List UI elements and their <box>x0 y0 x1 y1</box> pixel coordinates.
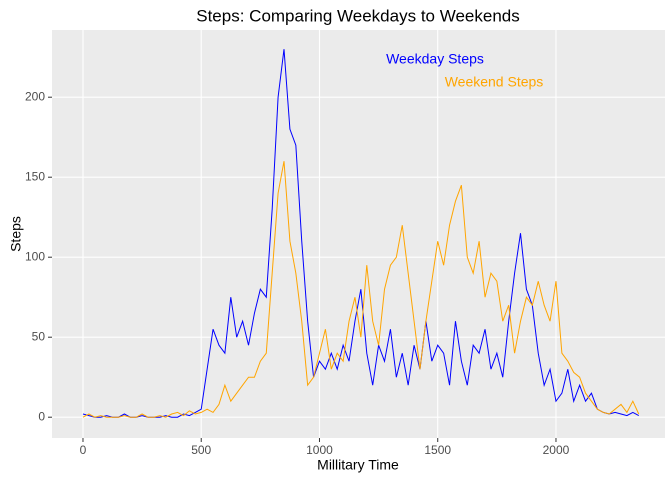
x-axis-label: Millitary Time <box>317 457 399 473</box>
series-line <box>82 49 639 418</box>
chart-title: Steps: Comparing Weekdays to Weekends <box>196 6 519 25</box>
x-tick-label: 0 <box>80 443 87 457</box>
legend-label: Weekday Steps <box>386 51 484 67</box>
y-tick-label: 0 <box>38 409 45 423</box>
y-tick-label: 100 <box>25 249 45 263</box>
legend-label: Weekend Steps <box>445 74 544 90</box>
x-tick-label: 1000 <box>306 443 333 457</box>
y-tick-label: 200 <box>25 89 45 103</box>
x-tick-label: 1500 <box>424 443 451 457</box>
plot-panel <box>52 30 665 438</box>
x-tick-label: 500 <box>191 443 211 457</box>
y-tick-label: 150 <box>25 169 45 183</box>
x-tick-label: 2000 <box>543 443 570 457</box>
y-tick-label: 50 <box>32 329 46 343</box>
series-line <box>82 161 640 418</box>
y-axis-label: Steps <box>8 216 24 252</box>
